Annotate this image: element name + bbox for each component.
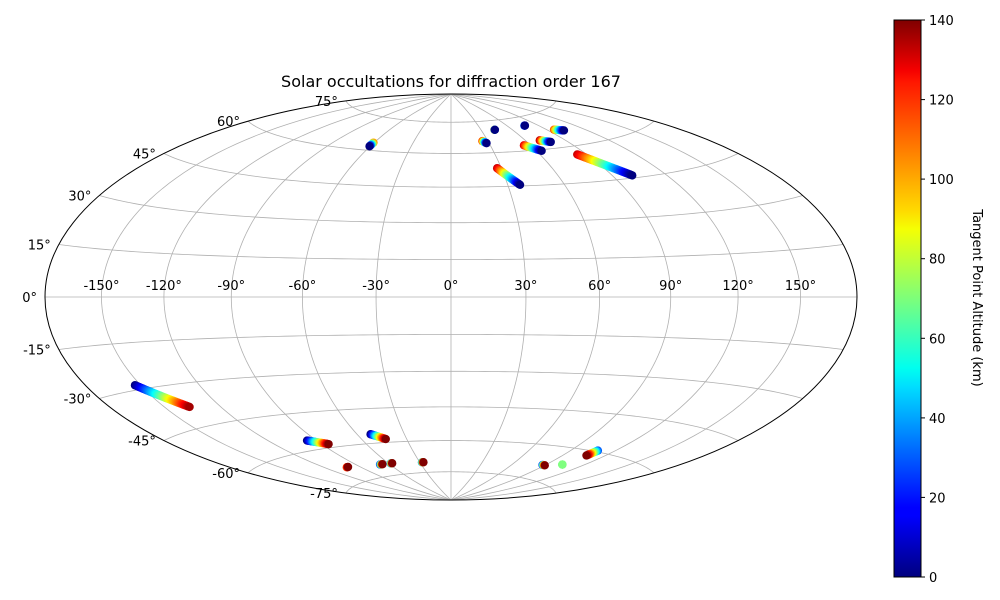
occultation-point [559, 126, 569, 135]
occultation-point [482, 138, 491, 148]
lat-tick-label: -15° [23, 344, 51, 359]
lat-tick-label: 45° [133, 148, 156, 163]
occultation-point [582, 451, 591, 460]
lat-tick-label: 0° [22, 291, 37, 306]
occultation-point [537, 146, 546, 156]
colorbar-tick-label: 140 [929, 14, 954, 29]
lon-tick-label: 60° [588, 279, 611, 294]
parallel-line [99, 370, 803, 399]
colorbar-tick-label: 20 [929, 491, 946, 506]
parallel-line [58, 334, 844, 350]
occultation-point [387, 459, 397, 468]
colorbar-ticks: 0 20 40 60 80 100 120 140 [921, 14, 954, 586]
colorbar-gradient [893, 19, 922, 578]
lat-tick-label: -60° [212, 467, 240, 482]
occultation-point [515, 180, 525, 190]
colorbar-tick-label: 40 [929, 412, 946, 427]
occultation-point [546, 137, 555, 147]
parallel-line [247, 120, 655, 154]
colorbar-tick-label: 0 [929, 571, 937, 586]
parallel-line [163, 406, 739, 441]
colorbar-tick-label: 80 [929, 253, 946, 268]
occultation-point [365, 142, 374, 151]
lon-tick-label: -30° [362, 279, 390, 294]
colorbar-label: Tangent Point Altitude (km) [969, 208, 984, 386]
longitude-tick-labels: -150° -120° -90° -60° -30° 0° 30° 60° 90° 120° 150… [83, 279, 816, 294]
map-grid [45, 94, 857, 500]
lon-tick-label: 150° [785, 279, 816, 294]
occultation-point [520, 121, 530, 130]
occultation-point [378, 460, 387, 469]
data-points [130, 121, 637, 472]
colorbar-tick-label: 120 [929, 94, 954, 109]
occultation-point [343, 462, 353, 472]
lat-tick-label: -45° [128, 435, 156, 450]
parallel-line [99, 195, 803, 224]
map-boundary [44, 93, 858, 501]
lon-tick-label: -90° [217, 279, 245, 294]
occultation-point [558, 460, 567, 469]
occultation-point [419, 458, 428, 467]
lat-tick-label: 60° [217, 115, 240, 130]
latitude-tick-labels: -75° -60° -45° -30° -15° 0° 15° 30° 45° 60° 75° [22, 95, 338, 502]
lat-tick-label: 75° [315, 95, 338, 110]
lon-tick-label: -60° [289, 279, 317, 294]
occultation-point [324, 439, 333, 449]
parallel-line [345, 471, 557, 494]
colorbar-tick-label: 100 [929, 173, 954, 188]
parallel-line [247, 440, 655, 474]
lon-tick-label: 120° [722, 279, 753, 294]
parallel-line [163, 153, 739, 188]
parallel-line [345, 100, 557, 123]
lon-tick-label: -150° [83, 279, 119, 294]
lat-tick-label: 15° [28, 239, 51, 254]
chart-title: Solar occultations for diffraction order… [281, 72, 621, 91]
lat-tick-label: 30° [68, 190, 91, 205]
colorbar-tick-label: 60 [929, 332, 946, 347]
lat-tick-label: -75° [310, 487, 338, 502]
lon-tick-label: -120° [146, 279, 182, 294]
parallel-line [58, 244, 844, 260]
occultation-point [540, 461, 549, 470]
lat-tick-label: -30° [64, 393, 92, 408]
occultation-point [628, 171, 637, 180]
lon-tick-label: 0° [444, 279, 459, 294]
lon-tick-label: 30° [514, 279, 537, 294]
occultation-point [185, 402, 194, 412]
colorbar: 0 20 40 60 80 100 120 140 Tangent Point Altitud… [893, 14, 984, 586]
occultation-point [490, 125, 500, 135]
lon-tick-label: 90° [659, 279, 682, 294]
occultation-point [381, 434, 390, 444]
